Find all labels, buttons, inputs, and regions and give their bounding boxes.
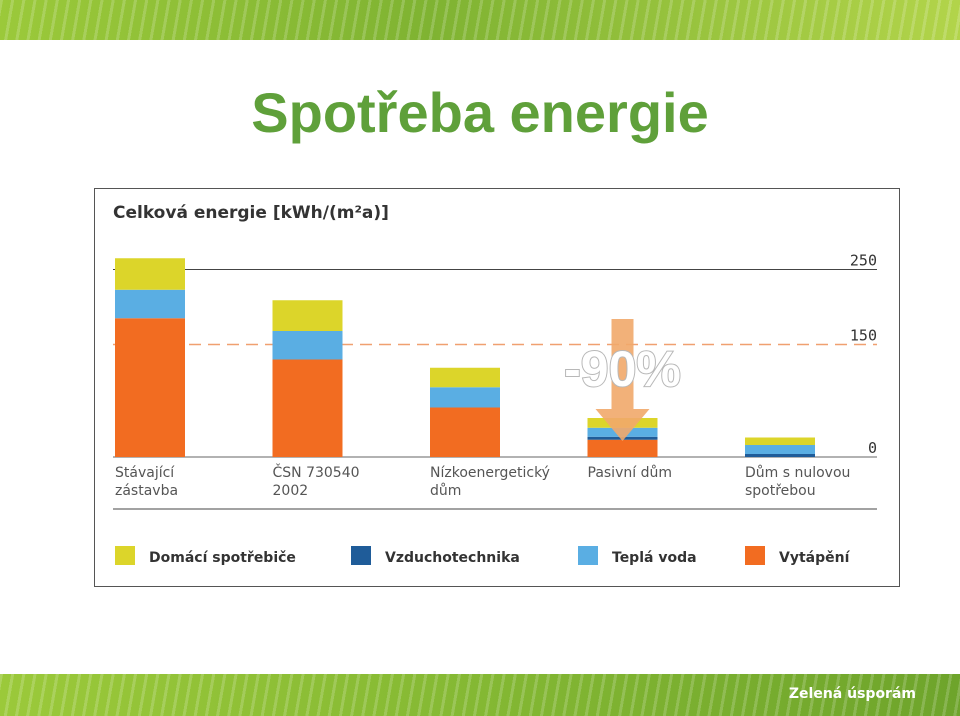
legend-label: Domácí spotřebiče [149, 550, 296, 566]
arrow-head [595, 409, 650, 441]
bar-segment-tepla_voda [430, 387, 500, 408]
bar-segment-tepla_voda [745, 445, 815, 454]
legend-label: Vzduchotechnika [385, 550, 520, 566]
chart-title: Celková energie [kWh/(m²a)] [113, 203, 389, 223]
bar-segment-vytapeni [272, 359, 343, 457]
y-tick-label: 250 [850, 252, 877, 270]
bar-segment-vytapeni [430, 407, 500, 457]
category-label: ČSN 730540 2002 [273, 463, 360, 499]
category-label: Pasivní dům [588, 465, 672, 481]
bar-segment-domaci_spotrebice [115, 258, 185, 290]
legend-swatch-vzduchotechnika [351, 546, 371, 565]
annotation-minus-90: -90% [564, 341, 681, 397]
y-tick-label: 0 [868, 439, 877, 457]
bottom-decorative-band: Zelená úsporám [0, 674, 960, 716]
y-tick-label: 150 [850, 327, 877, 345]
brand-label: Zelená úsporám [788, 686, 916, 702]
bar-segment-domaci_spotrebice [272, 300, 343, 331]
top-decorative-band [0, 0, 960, 40]
chart-frame: Celková energie [kWh/(m²a)] 250 150 0 -90%… [94, 188, 900, 587]
bar-segment-vytapeni [115, 318, 185, 457]
slide-title: Spotřeba energie [251, 81, 709, 144]
energy-chart: Celková energie [kWh/(m²a)] 250 150 0 -90%… [113, 203, 877, 566]
legend-swatch-tepla_voda [578, 546, 598, 565]
bar-segment-vzduchotechnika [745, 454, 815, 457]
legend-label: Teplá voda [612, 550, 697, 566]
category-label: Stávající zástavba [115, 465, 178, 499]
bar-segment-domaci_spotrebice [745, 437, 815, 445]
bar-segment-vytapeni [587, 439, 658, 457]
bar-segment-tepla_voda [115, 289, 185, 319]
legend-swatch-vytapeni [745, 546, 765, 565]
bar-segment-domaci_spotrebice [430, 367, 500, 388]
category-label: Nízkoenergetický dům [430, 465, 550, 499]
legend-label: Vytápění [779, 550, 851, 566]
arrow-shaft [611, 319, 634, 409]
bar-segment-tepla_voda [272, 331, 343, 360]
legend-swatch-domaci_spotrebice [115, 546, 135, 565]
category-label: Dům s nulovou spotřebou [745, 465, 850, 499]
